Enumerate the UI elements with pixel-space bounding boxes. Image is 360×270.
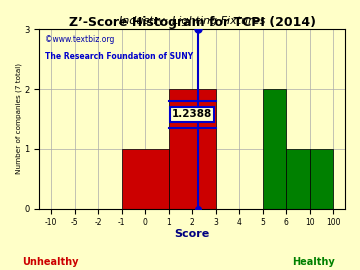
Text: Unhealthy: Unhealthy	[22, 256, 78, 266]
Title: Z’-Score Histogram for TCPI (2014): Z’-Score Histogram for TCPI (2014)	[69, 16, 316, 29]
Bar	[263, 89, 286, 209]
Text: Healthy: Healthy	[292, 256, 334, 266]
Bar	[122, 149, 169, 209]
Text: 1.2388: 1.2388	[172, 109, 212, 119]
Bar	[310, 149, 333, 209]
Y-axis label: Number of companies (7 total): Number of companies (7 total)	[15, 63, 22, 174]
Text: ©www.textbiz.org: ©www.textbiz.org	[45, 35, 115, 43]
X-axis label: Score: Score	[175, 229, 210, 239]
Bar	[286, 149, 310, 209]
Text: Industry: Lighting Fixtures: Industry: Lighting Fixtures	[119, 16, 265, 26]
Bar	[169, 89, 216, 209]
Text: The Research Foundation of SUNY: The Research Foundation of SUNY	[45, 52, 194, 62]
